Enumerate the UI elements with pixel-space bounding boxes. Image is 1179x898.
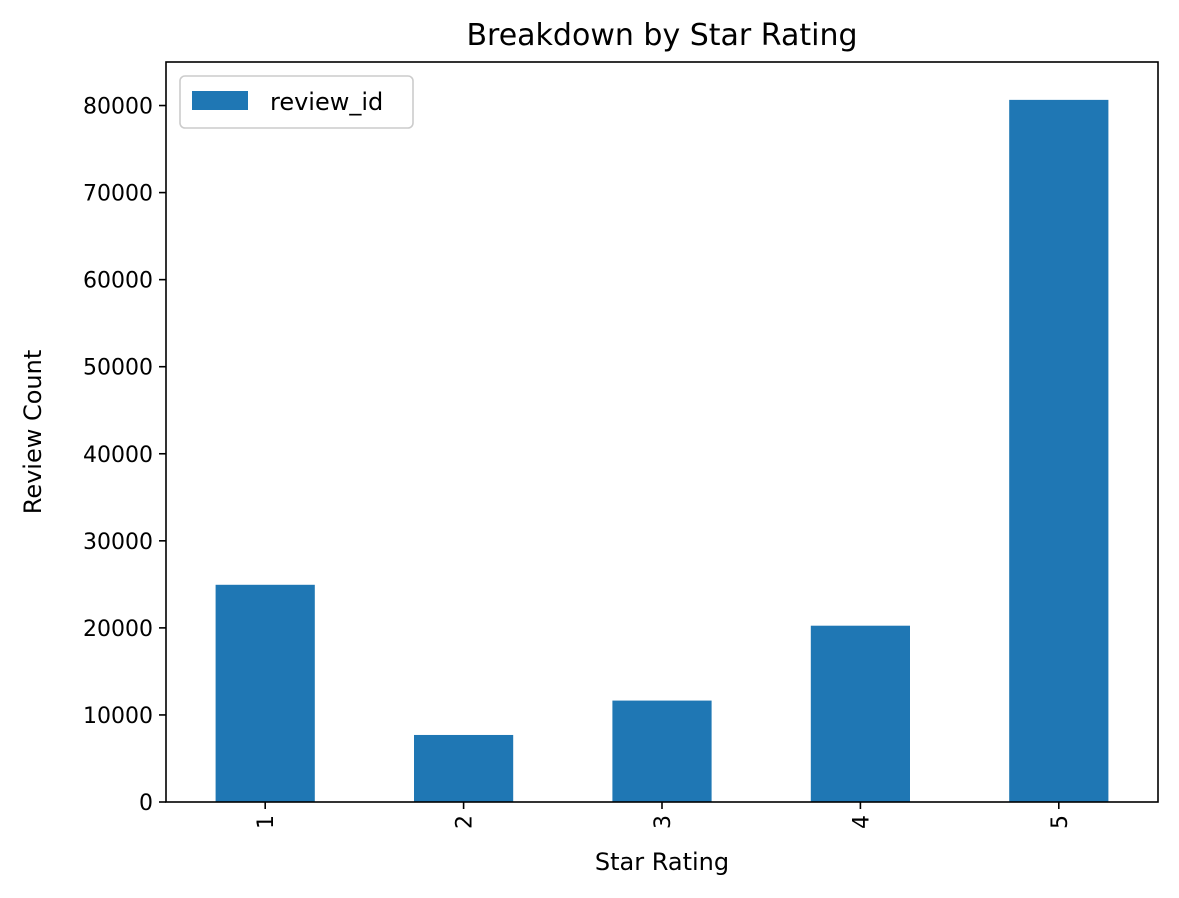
y-tick-label: 30000: [83, 530, 153, 555]
y-tick-label: 50000: [83, 356, 153, 381]
x-axis-label: Star Rating: [595, 848, 729, 876]
y-tick-label: 0: [139, 791, 153, 816]
y-axis-label: Review Count: [19, 350, 47, 515]
x-axis: 1 2 3 4 5: [254, 802, 1073, 829]
x-tick-label: 2: [453, 815, 478, 829]
x-tick-label: 3: [651, 815, 676, 829]
x-tick-label: 1: [254, 815, 279, 829]
plot-frame: [165, 61, 1159, 803]
bar-rating-1: [215, 584, 315, 802]
y-tick-label: 40000: [83, 443, 153, 468]
chart-title: Breakdown by Star Rating: [466, 18, 857, 53]
y-tick-label: 60000: [83, 269, 153, 294]
legend: review_id: [179, 75, 414, 129]
bars-group: [215, 99, 1109, 802]
y-tick-label: 20000: [83, 617, 153, 642]
legend-label: review_id: [270, 88, 383, 116]
bar-rating-2: [414, 734, 514, 802]
x-tick-label: 5: [1048, 815, 1073, 829]
bar-rating-3: [612, 700, 712, 802]
legend-swatch: [192, 91, 248, 110]
bar-rating-5: [1009, 99, 1109, 802]
y-axis: 0 10000 20000 30000 40000 50000 60000 70000 8000…: [83, 95, 166, 816]
x-tick-label: 4: [849, 815, 874, 829]
y-tick-label: 10000: [83, 704, 153, 729]
y-tick-label: 80000: [83, 95, 153, 120]
y-tick-label: 70000: [83, 182, 153, 207]
legend-box: [179, 75, 414, 129]
bar-rating-4: [810, 625, 910, 802]
